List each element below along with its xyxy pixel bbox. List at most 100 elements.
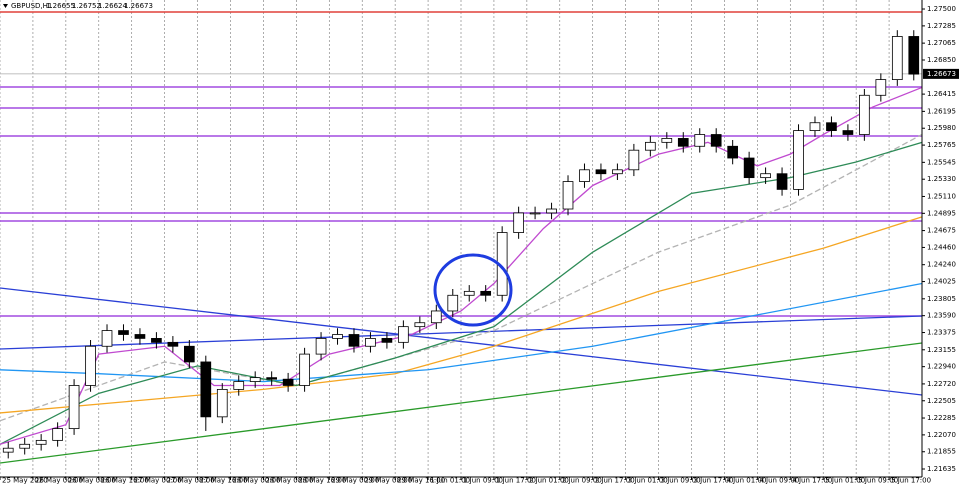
last-price-label: 1.26673 (927, 70, 956, 78)
candle-body (710, 134, 722, 147)
candle-body (480, 290, 492, 296)
candle-body (134, 334, 146, 339)
y-tick-label: 1.24025 (927, 278, 956, 286)
candle-body (381, 338, 393, 343)
y-tick-label: 1.25110 (927, 192, 956, 200)
candle-body (249, 377, 261, 382)
moving-average (0, 86, 923, 445)
candle-body (908, 36, 920, 75)
candle-body (200, 361, 212, 418)
candle-body (299, 353, 310, 386)
y-tick-label: 1.23590 (927, 312, 956, 320)
y-tick-label: 1.24895 (927, 209, 956, 217)
x-tick-label: 2 Jun 09:00 (562, 477, 602, 484)
x-tick-label: 27 May 00:00 (134, 477, 182, 484)
candle-body (216, 388, 228, 418)
y-tick-label: 1.25980 (927, 124, 956, 132)
trend-line (0, 342, 923, 464)
candle-body (398, 326, 409, 343)
symbol: GBPUSD,H1 (11, 2, 52, 10)
candle-body (826, 122, 837, 131)
header-low: 1.26624 (98, 2, 127, 10)
x-tick-label: 1 Jun 17:00 (496, 477, 536, 484)
y-tick-label: 1.23805 (927, 295, 956, 303)
candle-body (282, 378, 294, 386)
candle-body (414, 322, 426, 328)
x-tick-label: 5 Jun 01:00 (825, 477, 865, 484)
y-tick-label: 1.27500 (927, 5, 956, 13)
header-high: 1.26752 (72, 2, 101, 10)
candle-body (776, 173, 788, 190)
x-tick-label: 29 May 08:00 (364, 477, 412, 484)
y-tick-label: 1.24460 (927, 243, 956, 251)
candle-body (809, 122, 821, 131)
y-tick-label: 1.21855 (927, 448, 956, 456)
x-tick-label: 26 May 00:00 (35, 477, 83, 484)
candle-body (612, 169, 623, 175)
candle-body (463, 290, 475, 296)
candle-body (513, 212, 524, 233)
candle-body (68, 385, 80, 430)
candle-body (677, 138, 689, 147)
y-tick-label: 1.27285 (927, 22, 956, 30)
candle-body (233, 381, 245, 390)
y-tick-label: 1.25765 (927, 141, 956, 149)
x-tick-label: 4 Jun 17:00 (792, 477, 832, 484)
x-tick-label: 28 May 00:00 (233, 477, 281, 484)
candle-body (430, 310, 442, 324)
moving-average (0, 282, 923, 383)
y-tick-label: 1.23375 (927, 329, 956, 337)
y-tick-label: 1.26850 (927, 56, 956, 64)
candle-body (118, 330, 129, 335)
y-tick-label: 1.25330 (927, 175, 956, 183)
last-price-box (923, 68, 959, 79)
header-open: 1.26655 (46, 2, 75, 10)
candle-body (2, 447, 14, 453)
candle-body (332, 334, 343, 339)
x-tick-label: 1 Jun 09:00 (463, 477, 503, 484)
x-tick-label: 4 Jun 01:00 (726, 477, 766, 484)
highlight-circle (433, 253, 513, 327)
x-tick-label: 27 May 08:00 (167, 477, 215, 484)
axes: 1.27500 1.27285 1.27065 1.26850 1.26415 1.261… (0, 5, 959, 484)
candle-body (727, 145, 739, 159)
y-tick-label: 1.27065 (927, 39, 956, 47)
x-tick-label: 29 May 16:00 (397, 477, 445, 484)
candle-body (628, 149, 640, 171)
y-tick-label: 1.25545 (927, 158, 956, 166)
candle-body (85, 345, 96, 386)
x-tick-label: 5 Jun 17:00 (891, 477, 931, 484)
y-tick-label: 1.24675 (927, 227, 956, 235)
y-tick-label: 1.22070 (927, 431, 956, 439)
moving-average (0, 141, 923, 445)
candle-body (760, 173, 771, 179)
candle-body (875, 79, 887, 96)
x-tick-label: 27 May 16:00 (200, 477, 248, 484)
y-tick-label: 1.26195 (927, 107, 956, 115)
candle-body (151, 338, 162, 343)
candles (2, 30, 920, 459)
x-tick-label: 5 Jun 09:00 (858, 477, 898, 484)
candle-body (167, 341, 179, 347)
x-tick-label: 2 Jun 01:00 (529, 477, 569, 484)
candle-body (529, 212, 541, 215)
x-tick-label: 2 Jun 17:00 (595, 477, 635, 484)
header-icon (3, 4, 8, 8)
candle-body (579, 169, 590, 182)
candle-body (859, 94, 870, 135)
x-tick-label: 25 May 2020 (2, 477, 48, 484)
x-tick-label: 28 May 08:00 (265, 477, 313, 484)
candle-body (348, 334, 360, 347)
overlays (0, 11, 923, 464)
candle-body (842, 130, 854, 135)
x-tick-label: 1 Jun 01:00 (430, 477, 470, 484)
trend-line (0, 315, 923, 350)
candle-body (101, 330, 113, 347)
candle-body (661, 138, 673, 143)
y-tick-label: 1.26415 (927, 90, 956, 98)
x-tick-label: 26 May 08:00 (68, 477, 116, 484)
candle-body (595, 169, 607, 175)
header-close: 1.26673 (124, 2, 153, 10)
candle-body (645, 141, 656, 151)
